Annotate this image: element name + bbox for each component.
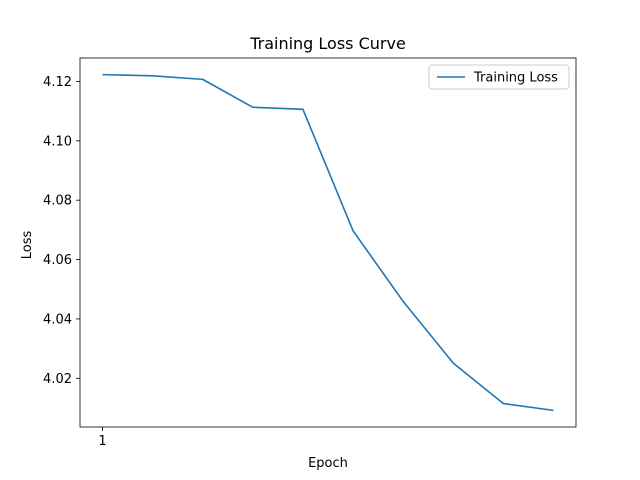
y-tick-label: 4.10	[43, 134, 72, 149]
legend-box	[428, 64, 570, 90]
legend-label: Training Loss	[473, 71, 558, 86]
y-axis-label: Loss	[20, 231, 35, 260]
plot-area: 4.02 4.04 4.06 4.08 4.10 4.12 1 Training Loss	[43, 57, 577, 449]
y-tick-label: 4.06	[43, 253, 72, 268]
y-tick-label: 4.12	[43, 75, 72, 90]
x-axis-label: Epoch	[308, 456, 348, 471]
y-tick-label: 4.02	[43, 372, 72, 387]
y-tick-label: 4.04	[43, 312, 72, 327]
chart-title: Training Loss Curve	[249, 34, 406, 53]
y-tick-label: 4.08	[43, 194, 72, 209]
series-line-training-loss	[102, 73, 554, 412]
axes-frame	[79, 57, 577, 428]
x-tick-label: 1	[98, 434, 106, 449]
